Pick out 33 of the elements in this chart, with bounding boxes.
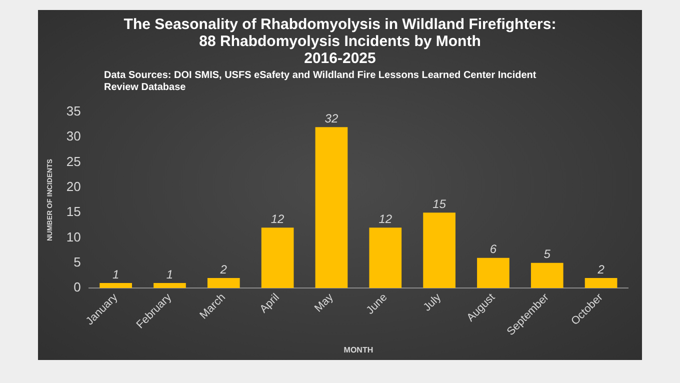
y-tick-label: 35 xyxy=(66,104,81,119)
data-label: 1 xyxy=(166,267,174,282)
y-tick-label: 30 xyxy=(66,128,81,144)
bar xyxy=(207,278,240,288)
y-tick-label: 5 xyxy=(74,254,81,270)
bar xyxy=(369,228,402,288)
y-tick-label: 20 xyxy=(66,179,81,194)
data-label: 15 xyxy=(432,196,446,211)
y-tick-label: 10 xyxy=(66,229,81,244)
data-label: 12 xyxy=(378,212,392,226)
x-tick-label: May xyxy=(312,291,336,315)
x-axis-title: MONTH xyxy=(344,345,374,354)
y-tick-label: 25 xyxy=(66,154,81,169)
x-tick-label: July xyxy=(421,291,444,314)
data-label: 2 xyxy=(596,262,605,276)
bar xyxy=(584,278,618,288)
data-label: 6 xyxy=(490,242,497,256)
data-label: 5 xyxy=(544,247,551,262)
data-label: 32 xyxy=(324,111,338,126)
bar xyxy=(100,282,132,288)
bar xyxy=(154,282,186,288)
bar xyxy=(423,212,456,288)
data-label: 12 xyxy=(270,212,285,226)
y-tick-label: 0 xyxy=(74,280,81,295)
data-label: 2 xyxy=(219,262,228,276)
y-tick-label: 15 xyxy=(66,204,81,220)
bar xyxy=(477,258,510,288)
bar xyxy=(315,127,348,288)
bar xyxy=(261,228,294,288)
chart-title: The Seasonality of Rhabdomyolysis in Wildland Firefighters: 88 Rhabdomyolysis Incidents by Month 2016-2025 xyxy=(122,16,558,67)
data-label: 1 xyxy=(112,267,120,282)
bar xyxy=(530,262,564,288)
chart-subtitle: Data Sources: DOI SMIS, USFS eSafety and Wildland Fire Lessons Learned Center Incident Review Database xyxy=(104,70,538,94)
